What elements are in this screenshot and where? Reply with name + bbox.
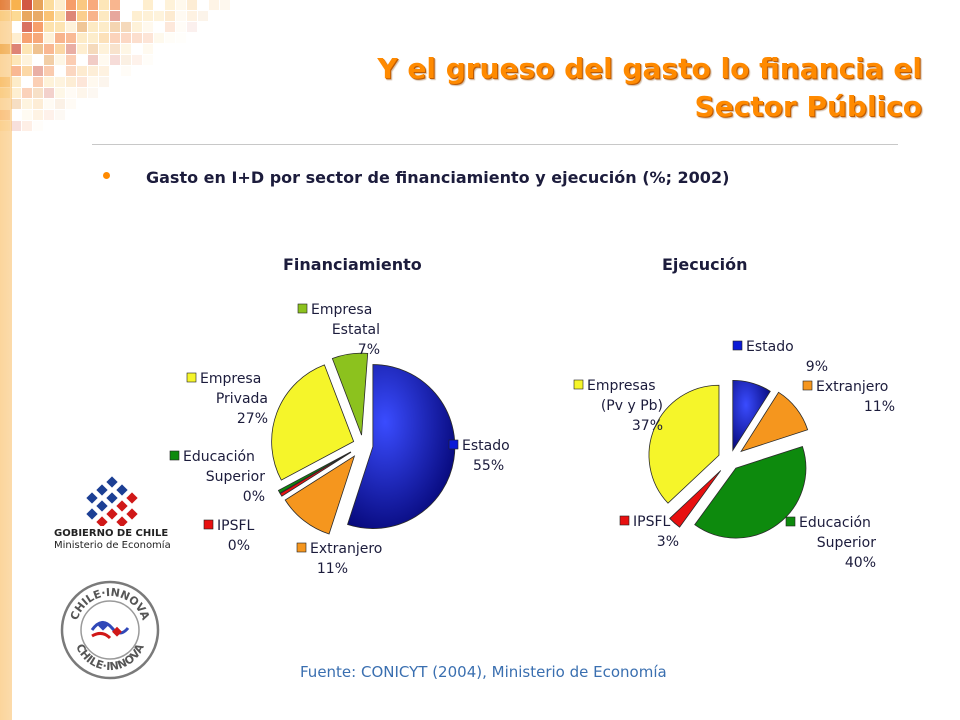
pie-slice-extranjero (284, 455, 356, 535)
chart-title-financiamiento: Financiamiento (283, 255, 422, 274)
slice-value-label: 0% (228, 538, 250, 554)
pie-slice-ipsfl (669, 470, 722, 528)
chart-title-ejecucion: Ejecución (662, 255, 748, 274)
legend-swatch (296, 542, 307, 553)
slice-value-label: 40% (845, 555, 876, 571)
slice-category-label: Empresa (200, 371, 261, 387)
legend-swatch (169, 450, 180, 461)
slice-value-label: 9% (806, 359, 828, 375)
slice-value-label: 0% (243, 489, 265, 505)
slice-value-label: 11% (864, 399, 895, 415)
legend-swatch (186, 372, 197, 383)
pie-ejecucion: Estado 9% Extranjero 11% Educación Superior 40… (573, 339, 895, 571)
slice-category-label: (Pv y Pb) (601, 398, 663, 414)
slice-value-label: 37% (632, 418, 663, 434)
slice-category-label: Empresas (587, 378, 656, 394)
pie-slice-empresa-estatal (331, 352, 369, 436)
slice-category-label: Estado (462, 438, 510, 454)
source-note: Fuente: CONICYT (2004), Ministerio de Ec… (300, 663, 667, 681)
legend-swatch (297, 303, 308, 314)
slice-category-label: Extranjero (310, 541, 382, 557)
slice-category-label: IPSFL (633, 514, 671, 530)
pie-slice-extranjero (740, 391, 809, 453)
pie-slice-educaci-n-superior (277, 451, 351, 494)
slice-value-label: 7% (358, 342, 380, 358)
slice-category-label: Privada (216, 391, 268, 407)
slice-value-label: 11% (317, 561, 348, 577)
slice-category-label: Educación (183, 449, 255, 465)
gobierno-label: GOBIERNO DE CHILE (54, 528, 169, 539)
seal-swoosh-icon (90, 621, 130, 635)
slice-value-label: 27% (237, 411, 268, 427)
legend-swatch (785, 516, 796, 527)
slice-category-label: Educación (799, 515, 871, 531)
legend-swatch (573, 379, 584, 390)
chile-innova-seal: CHILE·INNOVA CHILE·INNOVA (60, 580, 160, 680)
bullet-icon (103, 172, 110, 179)
slice-category-label: Estado (746, 339, 794, 355)
legend-swatch (448, 439, 459, 450)
seal-text-bottom: CHILE·INNOVA (73, 641, 147, 673)
gobierno-de-chile-logo (86, 476, 138, 526)
pie-financiamiento: Estado 55% Extranjero 11% IPSFL 0% Educación Su… (169, 302, 510, 577)
slice-category-label: Extranjero (816, 379, 888, 395)
page-title-line1: Y el grueso del gasto lo financia el (377, 52, 922, 85)
pie-slice-estado (732, 379, 771, 452)
legend-swatch (619, 515, 630, 526)
ministerio-label: Ministerio de Economía (54, 540, 171, 551)
slice-value-label: 55% (473, 458, 504, 474)
page-title: Y el grueso del gasto lo financia el Sec… (377, 50, 922, 126)
page-title-line2: Sector Público (694, 90, 922, 123)
legend-swatch (732, 340, 743, 351)
slice-value-label: 3% (657, 534, 679, 550)
legend-swatch (203, 519, 214, 530)
title-divider (92, 144, 898, 145)
pie-slice-ipsfl (279, 451, 352, 497)
legend-swatch (802, 380, 813, 391)
slide-subtitle: Gasto en I+D por sector de financiamient… (146, 168, 730, 187)
gobierno-de-chile-text: GOBIERNO DE CHILE Ministerio de Economía (54, 528, 171, 552)
slice-category-label: IPSFL (217, 518, 255, 534)
pie-slice-empresas-pv-y-pb- (648, 384, 720, 504)
pie-slice-estado (347, 364, 456, 529)
slice-category-label: Empresa (311, 302, 372, 318)
slice-category-label: Superior (206, 469, 265, 485)
slice-category-label: Superior (817, 535, 876, 551)
pie-slice-educaci-n-superior (694, 445, 807, 539)
slice-category-label: Estatal (332, 322, 380, 338)
pie-slice-empresa-privada (271, 364, 355, 481)
